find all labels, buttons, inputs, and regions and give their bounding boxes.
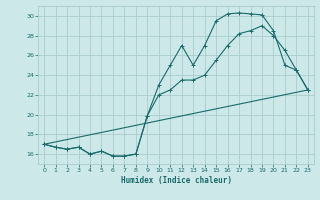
X-axis label: Humidex (Indice chaleur): Humidex (Indice chaleur)	[121, 176, 231, 185]
